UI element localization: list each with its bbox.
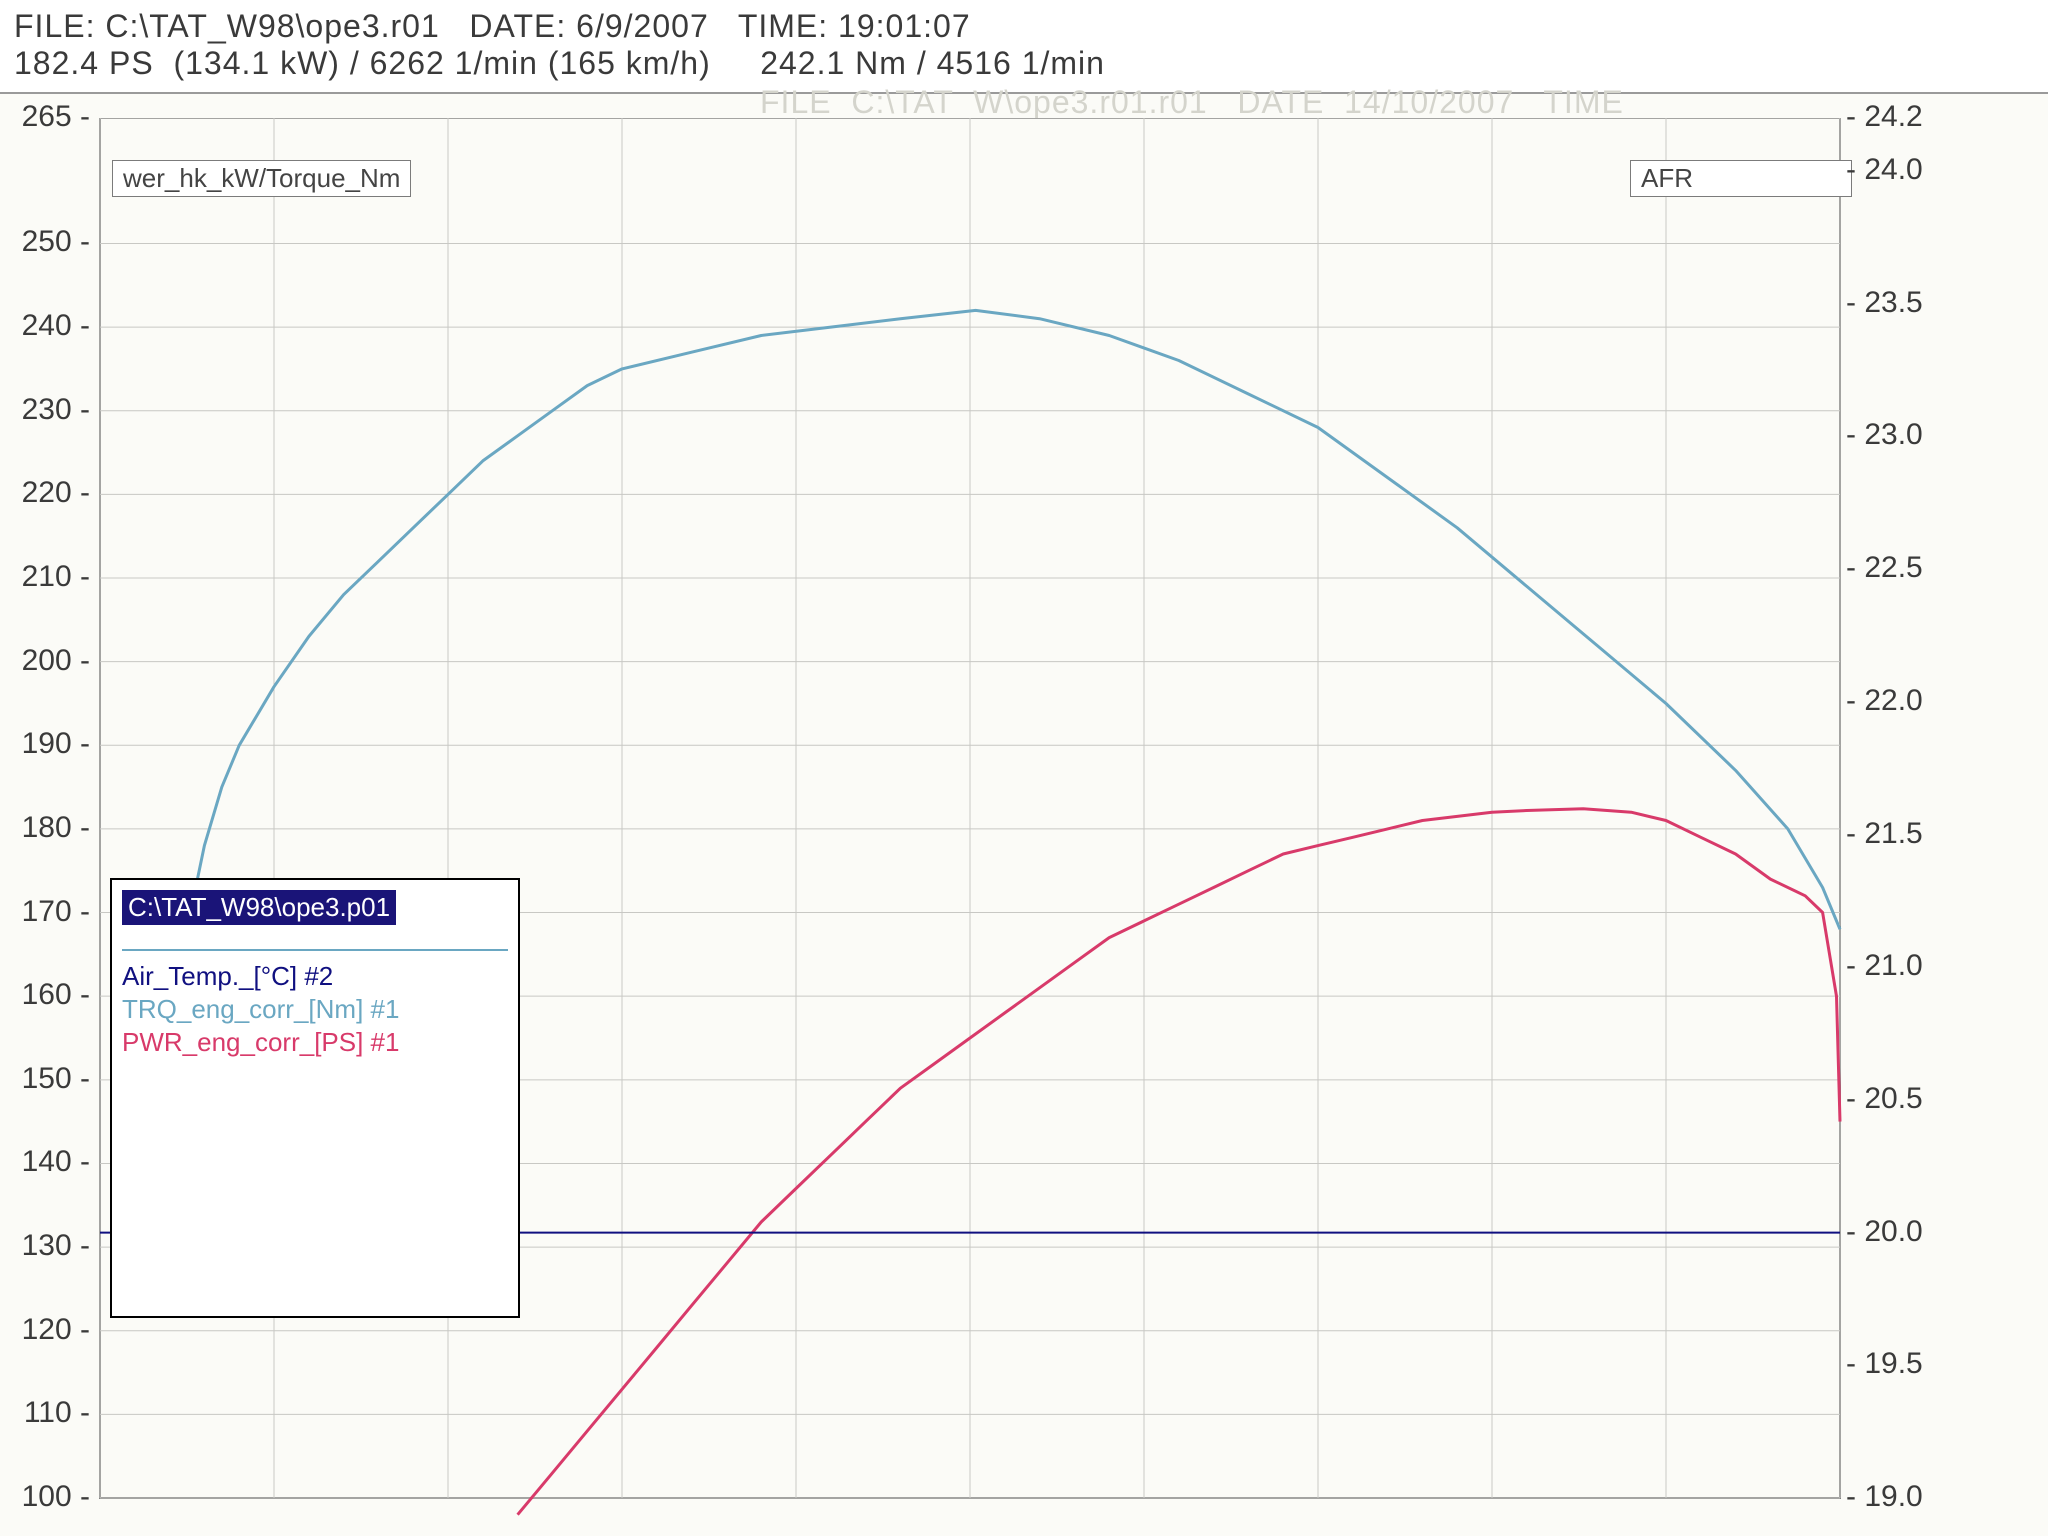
y-right-tick: - 24.0 [1846,153,1946,187]
y-left-tick: 120 - [20,1313,90,1347]
y-left-tick: 200 - [20,644,90,678]
y-right-tick: - 23.0 [1846,418,1946,452]
y-left-tick: 250 - [20,225,90,259]
y-left-tick: 210 - [20,560,90,594]
header-line-1: FILE: C:\TAT_W98\ope3.r01 DATE: 6/9/2007… [14,8,2034,45]
y-right-tick: - 23.5 [1846,286,1946,320]
y-right-tick: - 22.0 [1846,684,1946,718]
y-right-tick: - 22.5 [1846,551,1946,585]
y-right-tick: - 24.2 [1846,100,1946,134]
legend-item: TRQ_eng_corr_[Nm] #1 [122,994,508,1025]
y-left-tick: 240 - [20,309,90,343]
legend-separator [122,949,508,951]
y-left-tick: 130 - [20,1229,90,1263]
y-right-tick: - 19.5 [1846,1347,1946,1381]
legend-item: Air_Temp._[°C] #2 [122,961,508,992]
left-axis-label-box: wer_hk_kW/Torque_Nm [112,160,411,197]
y-right-tick: - 21.0 [1846,949,1946,983]
y-left-tick: 140 - [20,1145,90,1179]
y-left-tick: 220 - [20,476,90,510]
y-left-tick: 110 - [20,1396,90,1430]
dyno-chart: wer_hk_kW/Torque_Nm AFR C:\TAT_W98\ope3.… [0,118,2048,1523]
right-axis-label-box: AFR [1630,160,1852,197]
left-axis-label-text: wer_hk_kW/Torque_Nm [123,163,400,193]
y-left-tick: 100 - [20,1480,90,1514]
y-right-tick: - 20.5 [1846,1082,1946,1116]
y-left-tick: 190 - [20,727,90,761]
y-right-tick: - 19.0 [1846,1480,1946,1514]
file-header: FILE: C:\TAT_W98\ope3.r01 DATE: 6/9/2007… [0,0,2048,94]
y-left-tick: 265 - [20,100,90,134]
y-left-tick: 160 - [20,978,90,1012]
y-right-tick: - 20.0 [1846,1215,1946,1249]
legend-box: C:\TAT_W98\ope3.p01 Air_Temp._[°C] #2TRQ… [110,878,520,1318]
right-axis-label-text: AFR [1641,163,1693,193]
y-left-tick: 150 - [20,1062,90,1096]
y-left-tick: 230 - [20,393,90,427]
header-line-2: 182.4 PS (134.1 kW) / 6262 1/min (165 km… [14,45,2034,82]
y-left-tick: 180 - [20,811,90,845]
legend-item: PWR_eng_corr_[PS] #1 [122,1027,508,1058]
legend-file-label: C:\TAT_W98\ope3.p01 [122,890,396,925]
y-right-tick: - 21.5 [1846,817,1946,851]
y-left-tick: 170 - [20,895,90,929]
